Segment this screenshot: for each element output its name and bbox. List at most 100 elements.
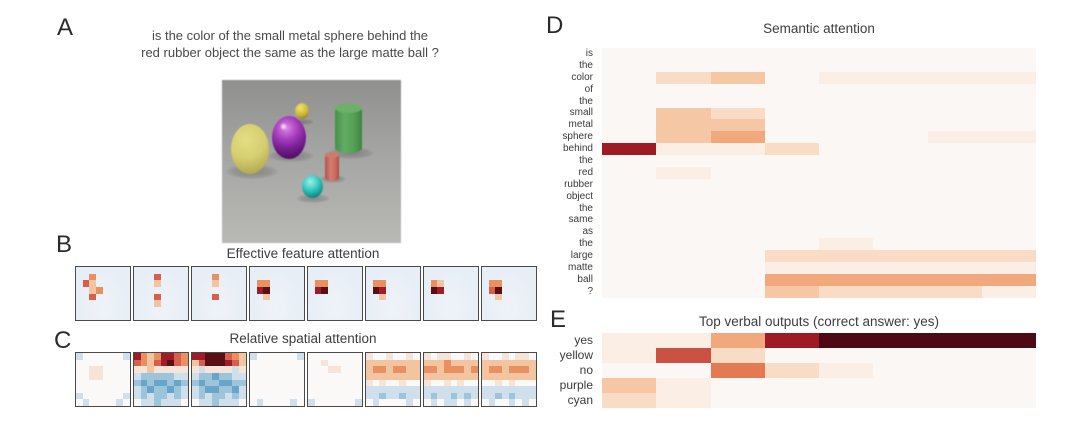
tile-cell <box>218 386 226 393</box>
tile-cell <box>315 393 322 400</box>
tile-cell <box>174 386 181 393</box>
tile-cell <box>218 359 226 367</box>
tile-cell <box>488 280 496 287</box>
tile-cell <box>379 293 387 301</box>
tile-cell <box>393 307 400 314</box>
tile-cell <box>212 293 219 301</box>
tile-cell <box>225 392 233 400</box>
tile-cell <box>192 300 199 307</box>
small-cyan-metal-sphere <box>302 175 323 198</box>
tile-cell <box>437 267 444 274</box>
heat-cell <box>602 119 657 132</box>
heat-cell <box>656 202 711 215</box>
tile-cell <box>192 294 199 301</box>
tile-cell <box>89 393 96 400</box>
tile-cell <box>470 386 478 393</box>
tile-cell <box>328 386 335 393</box>
heat-cell <box>873 155 928 168</box>
tile-cell <box>444 267 451 274</box>
tile-cell <box>444 399 451 406</box>
heat-cell <box>819 95 874 108</box>
tile-cell <box>430 386 438 393</box>
tile-cell <box>116 287 123 294</box>
tile-cell <box>366 386 373 393</box>
tile-cell <box>522 386 529 393</box>
tile-cell <box>348 353 355 360</box>
tile-cell <box>366 307 373 314</box>
tile-cell <box>89 380 96 387</box>
tile-cell <box>515 372 523 380</box>
tile-cell <box>205 300 212 307</box>
tile-cell <box>270 300 277 307</box>
tile-cell <box>373 313 380 320</box>
heat-cell <box>981 393 1036 408</box>
tile-cell <box>335 386 342 393</box>
tile-cell <box>355 280 362 287</box>
tile-cell <box>379 399 386 406</box>
tile-cell <box>399 294 406 301</box>
tile-cell <box>457 294 464 301</box>
tile-cell <box>489 300 496 307</box>
tile-cell <box>123 280 130 287</box>
tile-cell <box>341 380 348 387</box>
tile-cell <box>335 373 342 380</box>
tile-cell <box>379 313 386 320</box>
tile-cell <box>355 373 362 380</box>
tile-cell <box>328 360 335 367</box>
tile-cell <box>502 392 509 400</box>
tile-cell <box>450 386 458 393</box>
attention-tile <box>191 266 247 321</box>
tile-cell <box>167 359 175 367</box>
tile-cell <box>393 274 400 281</box>
tile-cell <box>225 379 233 387</box>
tile-cell <box>372 359 380 367</box>
tile-cell <box>283 366 290 373</box>
tile-cell <box>366 300 373 307</box>
tile-cell <box>450 392 458 400</box>
heat-cell <box>819 178 874 191</box>
tile-cell <box>522 353 529 360</box>
tile-cell <box>488 392 496 400</box>
tile-cell <box>529 300 536 307</box>
heat-cell <box>764 378 819 393</box>
tile-cell <box>321 274 328 281</box>
tile-cell <box>406 287 413 294</box>
tile-cell <box>147 274 154 281</box>
tile-cell <box>250 313 257 320</box>
heat-cell <box>710 393 765 408</box>
tile-cell <box>219 280 226 287</box>
tile-cell <box>263 386 270 393</box>
tile-cell <box>154 399 161 406</box>
tile-cell <box>192 359 199 367</box>
tile-cell <box>464 280 471 287</box>
tile-cell <box>297 300 304 307</box>
tile-cell <box>393 294 400 301</box>
tile-cell <box>250 399 257 406</box>
tile-cell <box>457 399 464 406</box>
heat-cell <box>602 214 657 227</box>
tile-cell <box>181 313 188 320</box>
tile-cell <box>386 380 393 387</box>
tile-cell <box>192 386 199 393</box>
heat-cell <box>981 167 1036 179</box>
tile-cell <box>263 280 271 287</box>
tile-cell <box>277 274 284 281</box>
tile-cell <box>373 267 380 274</box>
heat-cell <box>710 190 765 203</box>
heat-cell <box>873 83 928 96</box>
tile-cell <box>392 372 400 380</box>
heat-cell <box>656 226 711 239</box>
tile-cell <box>239 267 246 274</box>
tile-cell <box>366 379 373 387</box>
heat-cell <box>927 167 982 179</box>
tile-cell <box>406 300 413 307</box>
tile-cell <box>502 366 509 373</box>
tile-cell <box>335 267 342 274</box>
tile-cell <box>413 380 420 387</box>
tile-cell <box>205 313 212 320</box>
tile-cell <box>239 287 246 294</box>
tile-cell <box>116 366 123 373</box>
tile-cell <box>134 359 141 367</box>
tile-cell <box>297 287 304 294</box>
tile-cell <box>341 274 348 281</box>
